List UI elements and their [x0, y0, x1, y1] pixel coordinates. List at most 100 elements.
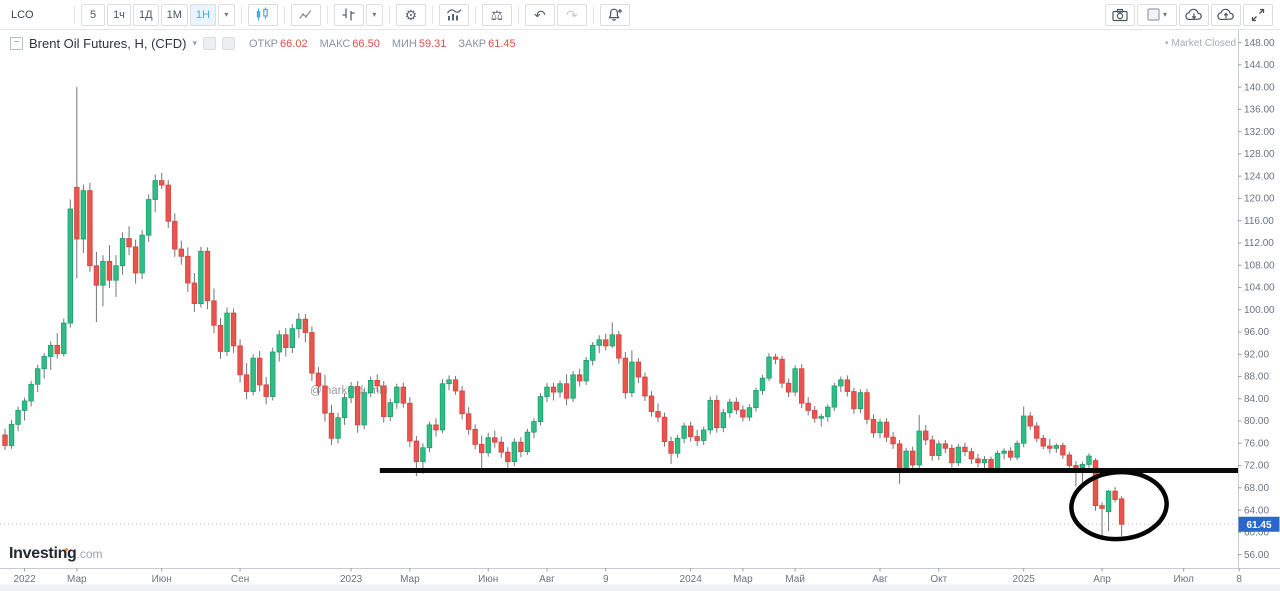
- low-value: 59.31: [418, 37, 447, 50]
- load-layout-button[interactable]: [1179, 3, 1209, 26]
- price-tick-label: 136.00: [1244, 105, 1275, 116]
- last-price-tag: [1238, 516, 1280, 532]
- candle-body: [498, 441, 504, 453]
- instrument-caret-icon[interactable]: ▾: [192, 38, 197, 48]
- logo-orange-dot: [65, 547, 68, 551]
- timeframe-1h-button[interactable]: 1ч: [107, 3, 131, 26]
- candlestick-icon: [257, 7, 269, 21]
- last-price-tag-value: 61.45: [1246, 520, 1271, 531]
- candle-body: [348, 386, 354, 399]
- fullscreen-expand-icon: [1251, 8, 1265, 21]
- price-axis[interactable]: 148.00 144.00 140.00 136.00 132.00 128.00 124.…: [1238, 38, 1275, 561]
- candle-body: [727, 401, 733, 414]
- toolbar-divider: [431, 5, 433, 24]
- redo-button[interactable]: ↷: [556, 3, 587, 26]
- candle-body: [152, 180, 158, 200]
- candle-body: [772, 356, 779, 360]
- candle-body: [413, 440, 420, 463]
- ellipse-annotation-drawing[interactable]: [1069, 469, 1169, 542]
- candle-body: [21, 400, 28, 411]
- price-tick-label: 88.00: [1244, 372, 1269, 383]
- candle-body: [394, 386, 400, 404]
- chart-canvas[interactable]: @marketdumki148.00144.00140.00136.00132.…: [0, 30, 1280, 591]
- candle-body: [518, 441, 524, 453]
- candle-body: [145, 199, 152, 236]
- candle-body: [492, 437, 498, 443]
- candle-body: [250, 357, 256, 392]
- candle-body: [576, 374, 583, 382]
- candle-body: [270, 351, 276, 397]
- settings-button[interactable]: ⚙: [395, 3, 426, 26]
- high-value: 66.50: [352, 37, 380, 50]
- save-layout-button[interactable]: [1211, 3, 1241, 26]
- line-chart-type-button[interactable]: [290, 3, 321, 26]
- candle-body: [446, 379, 452, 385]
- symbol-label[interactable]: LCO: [11, 8, 34, 21]
- screenshot-button[interactable]: [1105, 3, 1135, 26]
- toolbar-divider: [74, 5, 75, 24]
- candle-body: [198, 250, 204, 304]
- candle-body: [1099, 505, 1105, 509]
- candle-body: [452, 379, 459, 392]
- market-status: • Market Closed: [1165, 38, 1236, 49]
- candle-body: [309, 332, 315, 374]
- price-tick-label: 144.00: [1244, 60, 1275, 71]
- timeframe-1d-button[interactable]: 1Д: [133, 3, 159, 26]
- candle-body: [1112, 490, 1118, 500]
- time-axis[interactable]: 2022 Мар Июн Сен 2023 Мар Июн Авг 9 2024 Мар Май Авг…: [13, 568, 1242, 585]
- logo-text: Investing: [9, 545, 77, 562]
- line-chart-icon: [299, 10, 312, 19]
- candle-body: [838, 379, 844, 387]
- layout-button[interactable]: ▾: [1137, 3, 1177, 26]
- create-alert-button[interactable]: [599, 3, 630, 26]
- price-tick-label: 96.00: [1244, 327, 1269, 338]
- candle-body: [596, 339, 602, 346]
- candle-body: [426, 424, 433, 449]
- time-tick-label: Мар: [67, 574, 87, 585]
- candle-body: [870, 418, 877, 434]
- candle-body: [550, 386, 557, 393]
- interval-style-caret[interactable]: ▾: [365, 3, 383, 26]
- candle-body: [720, 412, 726, 429]
- timeframe-1mo-button[interactable]: 1М: [160, 3, 188, 26]
- compare-button[interactable]: ⚖: [481, 3, 512, 26]
- candle-body: [302, 318, 309, 333]
- gear-icon: ⚙: [404, 6, 418, 23]
- candle-body: [67, 208, 73, 324]
- candlestick-chart-type-button[interactable]: [247, 3, 278, 26]
- candle-body: [923, 430, 929, 441]
- layout-caret-icon: ▾: [1162, 10, 1167, 19]
- candle-body: [34, 368, 41, 385]
- candle-body: [994, 452, 1001, 469]
- candle-body: [812, 410, 818, 419]
- timeframe-dropdown-caret[interactable]: ▾: [217, 3, 235, 26]
- interval-style-button[interactable]: [333, 3, 364, 26]
- candle-body: [113, 265, 119, 281]
- bottom-scroll-strip[interactable]: [0, 584, 1280, 591]
- close-label: ЗАКР: [458, 37, 487, 50]
- indicators-button[interactable]: [438, 3, 469, 26]
- candle-body: [544, 386, 550, 397]
- candle-body: [805, 402, 811, 411]
- fullscreen-button[interactable]: [1243, 3, 1273, 26]
- undo-button[interactable]: ↶: [524, 3, 555, 26]
- candle-body: [1020, 415, 1027, 444]
- quick-action-square-1[interactable]: [203, 37, 216, 50]
- candle-body: [185, 255, 191, 284]
- candle-body: [1066, 454, 1073, 466]
- candle-body: [74, 186, 80, 240]
- quick-action-square-2[interactable]: [222, 37, 235, 50]
- timeframe-5m-button[interactable]: 5: [81, 3, 105, 26]
- time-tick-label: 2022: [13, 574, 36, 585]
- instrument-title[interactable]: Brent Oil Futures, H, (CFD): [29, 36, 187, 51]
- candle-body: [531, 421, 537, 433]
- candle-body: [211, 300, 217, 326]
- candle-body: [1105, 490, 1112, 513]
- toolbar-divider: [388, 5, 390, 24]
- collapse-pane-icon[interactable]: −: [10, 37, 23, 50]
- candle-body: [1092, 460, 1099, 507]
- timeframe-1w-button-active[interactable]: 1Н: [189, 3, 216, 26]
- candle-body: [41, 356, 47, 370]
- candle-body: [224, 312, 230, 352]
